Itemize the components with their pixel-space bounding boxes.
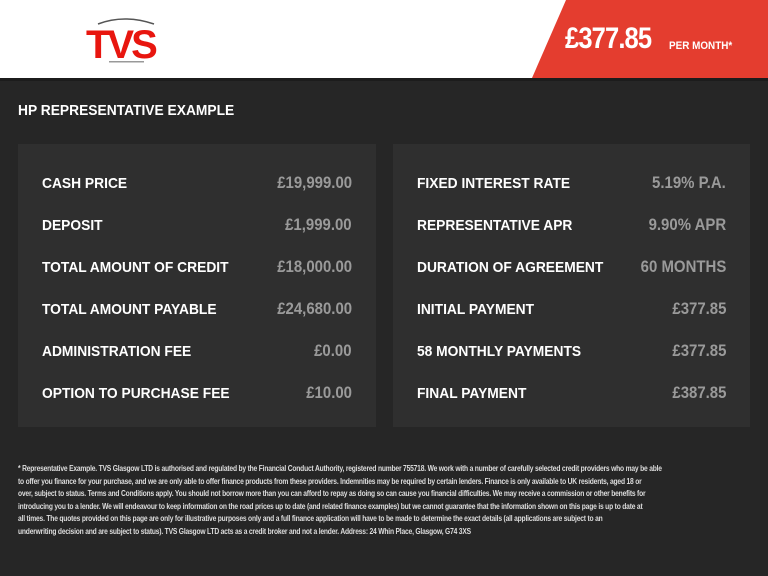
disclaimer-line: to offer you finance for your purchase, … <box>18 475 642 486</box>
per-month-label: PER MONTH* <box>669 40 733 52</box>
row-value: £18,000.00 <box>277 257 352 276</box>
finance-row: DEPOSIT £1,999.00 <box>42 215 352 237</box>
row-label: INITIAL PAYMENT <box>417 301 535 318</box>
row-value: 5.19% P.A. <box>652 173 726 192</box>
row-value: £24,680.00 <box>277 299 352 318</box>
row-value: £1,999.00 <box>285 215 352 234</box>
row-label: CASH PRICE <box>42 175 128 192</box>
finance-row: INITIAL PAYMENT £377.85 <box>417 299 726 321</box>
disclaimer-line: over, subject to status. Terms and Condi… <box>18 488 646 499</box>
finance-panel-left: CASH PRICE £19,999.00 DEPOSIT £1,999.00 TOTA… <box>18 144 376 427</box>
finance-row: OPTION TO PURCHASE FEE £10.00 <box>42 383 352 405</box>
divider <box>0 78 768 81</box>
row-label: FINAL PAYMENT <box>417 385 527 402</box>
disclaimer-line: introducing you to a lender. We will end… <box>18 500 643 511</box>
row-label: OPTION TO PURCHASE FEE <box>42 385 230 402</box>
row-label: 58 MONTHLY PAYMENTS <box>417 343 582 360</box>
disclaimer-line: underwriting decision and are subject to… <box>18 525 471 536</box>
finance-row: REPRESENTATIVE APR 9.90% APR <box>417 215 726 237</box>
row-value: £0.00 <box>314 341 352 360</box>
row-label: DEPOSIT <box>42 217 103 234</box>
svg-text:TVS: TVS <box>86 23 157 66</box>
finance-panel-right: FIXED INTEREST RATE 5.19% P.A. REPRESENTAT… <box>393 144 750 427</box>
page-title: HP REPRESENTATIVE EXAMPLE <box>18 102 235 119</box>
monthly-price: £377.85 <box>565 22 652 55</box>
finance-row: TOTAL AMOUNT PAYABLE £24,680.00 <box>42 299 352 321</box>
row-value: 60 MONTHS <box>640 257 726 276</box>
row-label: TOTAL AMOUNT OF CREDIT <box>42 259 229 276</box>
row-value: 9.90% APR <box>648 215 726 234</box>
row-label: ADMINISTRATION FEE <box>42 343 192 360</box>
row-label: TOTAL AMOUNT PAYABLE <box>42 301 217 318</box>
finance-row: ADMINISTRATION FEE £0.00 <box>42 341 352 363</box>
finance-row: FIXED INTEREST RATE 5.19% P.A. <box>417 173 726 195</box>
row-label: REPRESENTATIVE APR <box>417 217 573 234</box>
finance-row: FINAL PAYMENT £387.85 <box>417 383 726 405</box>
row-value: £377.85 <box>671 341 726 360</box>
finance-row: CASH PRICE £19,999.00 <box>42 173 352 195</box>
row-value: £19,999.00 <box>277 173 352 192</box>
disclaimer: * Representative Example. TVS Glasgow LT… <box>18 462 738 538</box>
finance-row: TOTAL AMOUNT OF CREDIT £18,000.00 <box>42 257 352 279</box>
finance-row: 58 MONTHLY PAYMENTS £377.85 <box>417 341 726 363</box>
row-value: £10.00 <box>306 383 352 402</box>
row-label: DURATION OF AGREEMENT <box>417 259 604 276</box>
row-label: FIXED INTEREST RATE <box>417 175 571 192</box>
row-value: £377.85 <box>671 299 726 318</box>
row-value: £387.85 <box>671 383 726 402</box>
disclaimer-line: all times. The quotes provided on this p… <box>18 513 603 524</box>
finance-row: DURATION OF AGREEMENT 60 MONTHS <box>417 257 726 279</box>
price-banner <box>532 0 768 78</box>
tvs-logo[interactable]: TVS <box>84 16 174 66</box>
disclaimer-line: * Representative Example. TVS Glasgow LT… <box>18 463 662 473</box>
